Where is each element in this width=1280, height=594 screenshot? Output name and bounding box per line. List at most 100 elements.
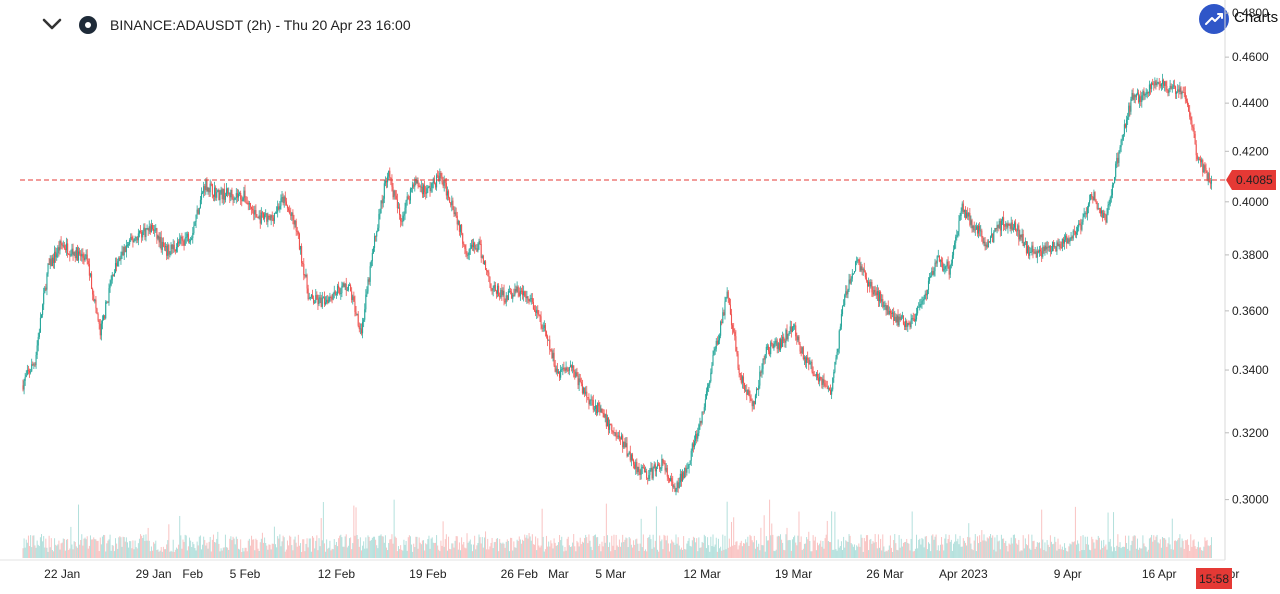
candle [906,319,908,331]
volume-bar [750,536,752,558]
candle [1103,209,1105,219]
candle [1055,245,1057,252]
candle [980,225,982,237]
volume-bar [614,550,616,558]
candle [303,258,305,281]
candle [667,474,669,484]
volume-bar [788,539,790,558]
volume-bar [510,537,512,558]
volume-bar [448,536,450,558]
volume-bar [1183,548,1185,558]
volume-bar [497,538,499,558]
volume-bar [436,535,438,558]
candle [133,238,135,243]
candle [375,235,377,242]
volume-bar [1047,544,1049,558]
candle [619,436,622,446]
volume-bar [526,535,528,558]
volume-bar [1160,547,1162,558]
volume-bar [1204,537,1206,558]
candle [451,195,453,212]
candle [661,454,663,472]
candle [885,302,887,316]
volume-bar [1127,548,1129,558]
volume-bar [209,536,211,558]
candle [740,372,742,385]
volume-bar [293,539,295,558]
volume-bar [789,540,791,558]
volume-bar [403,539,405,558]
volume-bar [896,549,898,558]
candle [187,231,189,244]
volume-bar [847,541,849,558]
volume-bar [930,551,932,558]
symbol-title[interactable]: BINANCE:ADAUSDT (2h) - Thu 20 Apr 23 16:… [110,17,411,33]
volume-bar [155,540,157,558]
volume-bar [508,551,510,558]
candle [1139,94,1141,108]
candle [1092,196,1094,204]
candle [835,354,837,365]
candle [458,220,460,236]
volume-bar [947,539,949,558]
candle [944,263,946,275]
chevron-down-icon[interactable] [40,14,64,34]
candle [788,330,790,336]
volume-bar [379,535,381,558]
candle [1207,171,1209,186]
candle [880,290,882,304]
candle [129,238,131,246]
tradingview-logo[interactable] [1199,4,1229,34]
candle [156,227,158,244]
candle [493,281,495,293]
volume-bar [811,551,813,558]
volume-bar [206,542,208,558]
candle [329,292,331,302]
candle [1030,247,1032,253]
candle [1041,247,1043,262]
candle [642,463,644,469]
volume-bar [849,535,851,558]
volume-bar [387,550,389,558]
volume-bar [106,543,108,558]
volume-bar [803,543,805,558]
volume-bar [469,539,471,558]
candle [1089,194,1091,207]
candle [720,320,722,339]
volume-bar [313,537,315,558]
volume-bar [458,542,460,558]
candle [635,459,637,475]
volume-bar [27,535,29,558]
candle [1042,242,1044,259]
volume-bar [890,547,892,558]
volume-bar [506,539,508,558]
volume-bar [831,511,833,558]
volume-bar [913,550,915,558]
candle [737,351,739,370]
time-axis[interactable]: 22 Jan 29 Jan Feb 5 Feb 12 Feb 19 Feb 26 Feb Ma… [44,567,1239,581]
volume-bar [380,534,382,558]
volume-bar [687,540,689,558]
candle [318,294,320,307]
candle [333,285,335,299]
candle [65,237,68,256]
volume-bar [843,536,845,558]
candle [1008,222,1010,226]
volume-bar [899,547,901,558]
volume-bar [107,540,109,558]
candle [1203,163,1205,173]
candle [137,228,139,246]
candle [358,322,360,333]
volume-bar [1082,535,1084,558]
candle [934,258,936,277]
volume-bar [354,535,356,558]
candle [474,241,476,254]
price-axis[interactable]: 0.48000.46000.44000.42000.40000.38000.36… [1225,6,1269,507]
volume-bar [214,542,216,558]
candle [630,453,632,467]
volume-bar [335,541,337,558]
volume-bar [917,548,919,558]
candle [542,322,544,332]
volume-bar [244,547,246,558]
